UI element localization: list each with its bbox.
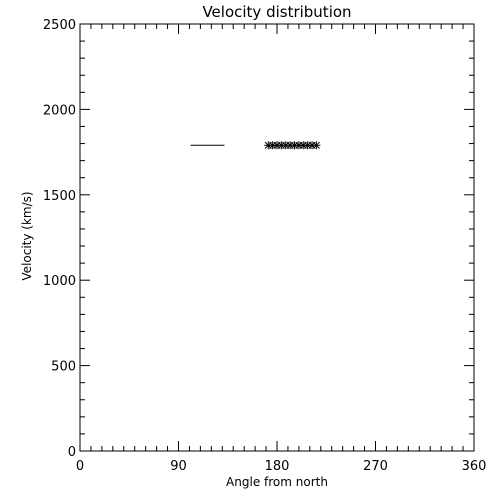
y-tick-label: 2000 [43,103,76,118]
y-tick-label: 1500 [43,189,76,204]
axes: 0 90 180 270 360 0 500 1000 1500 2000 2500 [43,18,487,474]
x-tick-label: 90 [170,459,187,474]
data-layer [190,141,321,150]
data-point [312,141,321,150]
y-tick-label: 1000 [43,274,76,289]
y-tick-label: 0 [68,445,76,460]
x-tick-label: 360 [462,459,487,474]
x-axis-title: Angle from north [226,475,328,489]
x-tick-label: 0 [76,459,84,474]
x-tick-label: 180 [265,459,290,474]
asterisk-stroke [312,141,320,149]
x-tick-label: 270 [363,459,388,474]
y-axis-title: Velocity (km/s) [20,191,34,280]
y-tick-label: 500 [51,360,76,375]
chart-title: Velocity distribution [202,3,351,21]
y-tick-label: 2500 [43,18,76,33]
